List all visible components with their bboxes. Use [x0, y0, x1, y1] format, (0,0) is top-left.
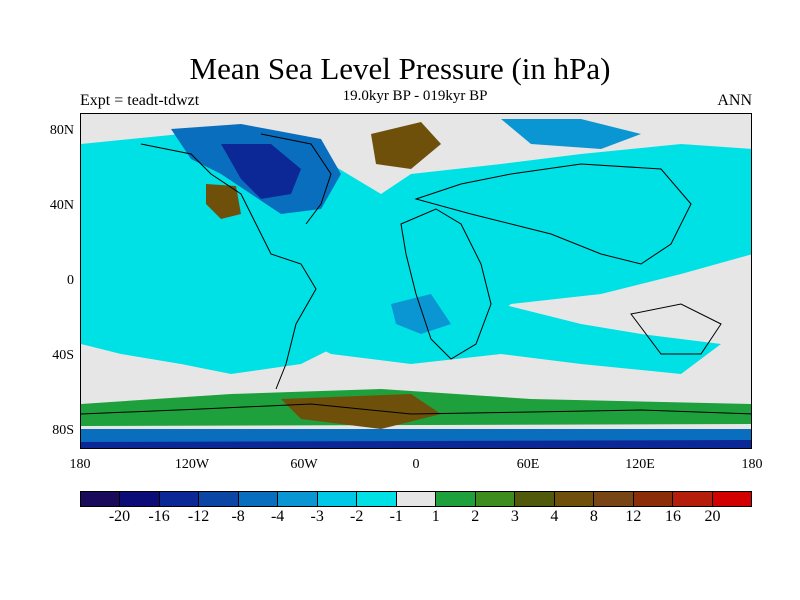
contour-cyan-main [81, 134, 751, 374]
coastlines [81, 133, 751, 415]
pressure-map [80, 113, 752, 449]
contour-brown-antarctica [281, 394, 441, 429]
season-label: ANN [717, 92, 752, 109]
experiment-label: Expt = teadt-tdwzt [80, 92, 200, 109]
colorbar-label: -8 [231, 508, 245, 525]
lat-tick-label: 0 [67, 273, 74, 288]
contour-blue-arctic [501, 119, 641, 149]
lon-tick-label: 60W [290, 457, 318, 472]
colorbar-label: 12 [625, 508, 642, 525]
contour-darkblue-southernocean [81, 440, 751, 448]
colorbar-label: -4 [270, 508, 285, 525]
chart-title: Mean Sea Level Pressure (in hPa) [189, 51, 611, 86]
colorbar-swatch [515, 492, 555, 506]
colorbar-label: -20 [108, 508, 131, 525]
colorbar-swatch [199, 492, 239, 506]
colorbar-label: 3 [510, 508, 519, 525]
colorbar-label: 4 [550, 508, 559, 525]
colorbar-swatch [159, 492, 200, 506]
contour-green-greenland [371, 122, 441, 169]
colorbar-swatch [673, 492, 713, 506]
colorbar-label: -16 [148, 508, 170, 525]
colorbar-swatch [594, 492, 634, 506]
lat-tick-label: 40S [52, 348, 74, 363]
colorbar-swatch [396, 492, 437, 506]
lat-tick-label: 80S [52, 423, 74, 438]
colorbar-swatch [712, 492, 751, 506]
colorbar-label: -12 [187, 508, 210, 525]
colorbar-label: 20 [704, 508, 721, 525]
lon-tick-label: 60E [516, 457, 540, 472]
colorbar-swatch [357, 492, 397, 506]
colorbar-swatch [81, 492, 121, 506]
colorbar [80, 491, 752, 507]
colorbar-label: -3 [310, 508, 324, 525]
colorbar-swatch [633, 492, 674, 506]
colorbar-label: -1 [389, 508, 403, 525]
contour-green-rockies [206, 184, 241, 219]
lon-tick-label: 120E [625, 457, 655, 472]
colorbar-label: 1 [431, 508, 440, 525]
colorbar-label: 8 [589, 508, 598, 525]
lat-tick-label: 40N [49, 198, 74, 213]
lon-tick-label: 180 [69, 457, 91, 472]
chart-subtitle: 19.0kyr BP - 019kyr BP [342, 88, 488, 104]
contour-cyan-south [231, 284, 721, 374]
colorbar-swatch [554, 492, 595, 506]
colorbar-label: 16 [664, 508, 681, 525]
colorbar-swatch [278, 492, 318, 506]
lon-tick-label: 180 [741, 457, 763, 472]
lon-tick-label: 0 [412, 457, 420, 472]
colorbar-swatch [120, 492, 160, 506]
colorbar-label: 2 [471, 508, 480, 525]
colorbar-swatch [317, 492, 358, 506]
lon-tick-label: 120W [174, 457, 210, 472]
colorbar-swatch [475, 492, 516, 506]
map-canvas [81, 114, 751, 448]
colorbar-swatch [238, 492, 279, 506]
colorbar-swatch [436, 492, 476, 506]
colorbar-label: -2 [350, 508, 364, 525]
contour-darkblue-core [221, 144, 301, 199]
lat-tick-label: 80N [49, 123, 74, 138]
contour-blue-southatlantic [391, 294, 451, 334]
